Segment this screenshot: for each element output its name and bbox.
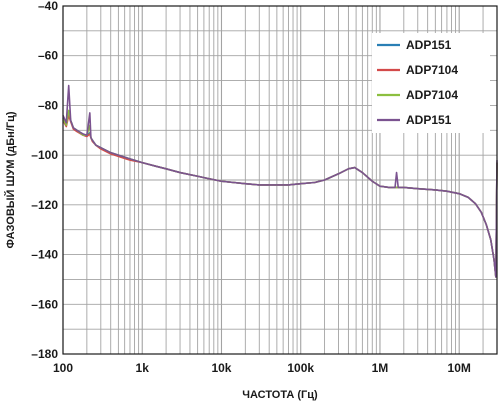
series-line-3 — [62, 84, 498, 278]
series-lines — [62, 84, 498, 278]
y-tick-label: –40 — [38, 0, 58, 13]
y-tick-label: –180 — [31, 347, 58, 361]
x-tick-label: 10M — [448, 361, 471, 375]
series-line-1 — [62, 114, 498, 278]
y-tick-label: –160 — [31, 297, 58, 311]
y-tick-label: –100 — [31, 148, 58, 162]
x-axis-label: ЧАСТОТА (Гц) — [242, 389, 318, 401]
legend-label: ADP7104 — [406, 63, 458, 77]
legend-box — [372, 33, 490, 133]
legend-label: ADP151 — [406, 38, 452, 52]
legend: ADP151 ADP7104 ADP7104 ADP151 — [372, 33, 490, 133]
x-tick-label: 1k — [136, 361, 150, 375]
x-tick-label: 100k — [287, 361, 314, 375]
y-tick-label: –80 — [38, 98, 58, 112]
x-tick-labels: 100 1k 10k 100k 1M 10M — [53, 361, 471, 375]
y-tick-label: –60 — [38, 49, 58, 63]
series-line-0 — [62, 112, 498, 278]
x-tick-label: 1M — [372, 361, 389, 375]
x-tick-label: 10k — [211, 361, 231, 375]
x-tick-label: 100 — [53, 361, 73, 375]
y-axis-label: ФАЗОВЫЙ ШУМ (дБн/Гц) — [4, 111, 17, 248]
plot-frame — [62, 5, 498, 355]
legend-label: ADP151 — [406, 113, 452, 127]
y-tick-label: –140 — [31, 248, 58, 262]
series-line-2 — [62, 109, 498, 278]
legend-label: ADP7104 — [406, 88, 458, 102]
grid — [62, 5, 498, 355]
y-tick-labels: –40 –60 –80 –100 –120 –140 –160 –180 — [31, 0, 58, 361]
y-tick-label: –120 — [31, 198, 58, 212]
